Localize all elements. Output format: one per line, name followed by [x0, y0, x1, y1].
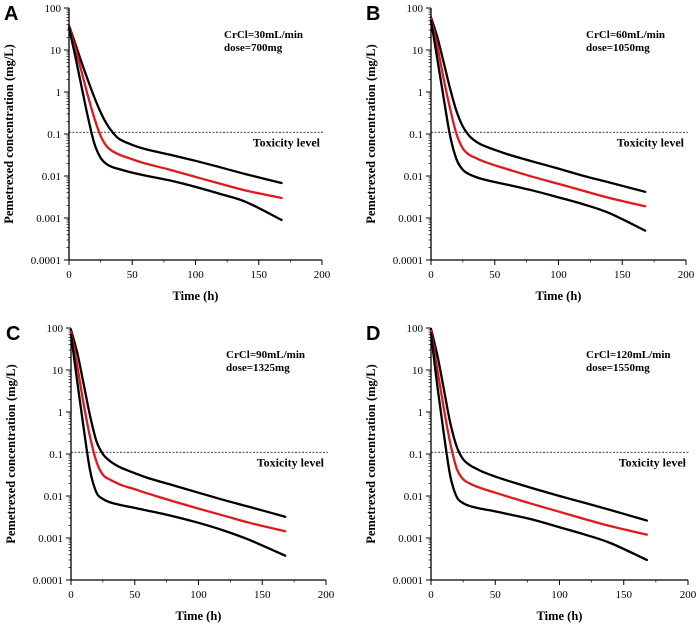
panel-c-y-tick-label: 0.01: [44, 491, 63, 503]
panel-d-y-tick-label: 0.001: [398, 533, 423, 545]
panel-d-x-tick-label: 0: [428, 589, 434, 601]
panel-b-x-axis-label: Time (h): [536, 289, 582, 303]
panel-b-toxicity-label: Toxicity level: [617, 135, 685, 149]
panel-c-y-tick-label: 100: [47, 323, 64, 335]
panel-a-x-tick-label: 0: [66, 269, 72, 281]
panel-c-x-tick-label: 200: [318, 589, 335, 601]
panel-b-letter: B: [366, 3, 380, 25]
panel-d-y-tick-label: 0.0001: [393, 575, 423, 587]
panel-d-series-lower: [429, 332, 649, 562]
panel-d-y-tick-label: 100: [407, 323, 424, 335]
panel-d-x-axis-label: Time (h): [537, 609, 583, 623]
panel-a-y-tick-label: 0.1: [47, 129, 61, 141]
panel-b-y-tick-label: 0.01: [404, 171, 423, 183]
panel-b-series-lower: [429, 19, 647, 232]
panel-d-y-tick-label: 1: [418, 407, 424, 419]
panel-c-x-axis-label: Time (h): [176, 609, 222, 623]
panel-c-x-tick-label: 50: [129, 589, 141, 601]
panel-a-x-tick-label: 150: [251, 269, 268, 281]
panel-b-x-tick-label: 200: [678, 269, 695, 281]
panel-d-series-median: [429, 329, 649, 536]
panel-b-y-tick-label: 0.0001: [393, 255, 423, 267]
panel-b-x-tick-label: 50: [489, 269, 501, 281]
panel-c-series-median: [69, 330, 287, 533]
panel-a-x-axis-label: Time (h): [173, 289, 219, 303]
panel-c-series-lower: [69, 333, 287, 557]
panel-c-y-tick-label: 1: [58, 407, 64, 419]
panel-b-x-tick-label: 0: [428, 269, 434, 281]
panel-d-series-upper: [429, 327, 649, 522]
panel-d-x-tick-label: 150: [616, 589, 633, 601]
panel-d-x-tick-label: 200: [680, 589, 697, 601]
panel-c-annotation-line: dose=1325mg: [226, 362, 290, 374]
panel-a-y-tick-label: 10: [50, 45, 62, 57]
panel-a-y-tick-label: 0.0001: [31, 255, 61, 267]
panel-b-series-upper: [429, 16, 647, 193]
panel-b-y-tick-label: 0.1: [409, 129, 423, 141]
panel-d-y-tick-label: 10: [412, 365, 424, 377]
panel-c-y-tick-label: 0.001: [38, 533, 63, 545]
panel-c-series-upper: [69, 328, 287, 518]
panel-c-letter: C: [6, 323, 20, 345]
panel-a-x-tick-label: 200: [314, 269, 331, 281]
panel-a-annotation-line: dose=700mg: [224, 42, 283, 54]
panel-d-letter: D: [366, 323, 380, 345]
panel-b-y-tick-label: 1: [418, 87, 424, 99]
panel-a-x-tick-label: 50: [127, 269, 139, 281]
panel-d-x-tick-label: 100: [551, 589, 568, 601]
panel-b-y-axis-label: Pemetrexed concentration (mg/L): [364, 44, 378, 224]
panel-d-y-tick-label: 0.1: [409, 449, 423, 461]
panel-b-series-median: [429, 17, 647, 208]
panel-a-x-tick-label: 100: [187, 269, 204, 281]
panel-b-annotation-line: dose=1050mg: [586, 42, 650, 54]
panel-a-y-tick-label: 0.001: [36, 213, 61, 225]
panel-c-y-tick-label: 0.0001: [33, 575, 63, 587]
panel-d-toxicity-label: Toxicity level: [619, 455, 687, 469]
panel-c-toxicity-label: Toxicity level: [257, 455, 325, 469]
panel-c-y-tick-label: 10: [52, 365, 64, 377]
panel-c-y-tick-label: 0.1: [49, 449, 63, 461]
panel-a-y-tick-label: 100: [45, 3, 62, 15]
panel-d-y-axis-label: Pemetrexed concentration (mg/L): [364, 364, 378, 544]
panel-c-annotation-line: CrCl=90mL/min: [226, 349, 305, 361]
panel-c-x-tick-label: 150: [254, 589, 271, 601]
panel-a-annotation-line: CrCl=30mL/min: [224, 29, 303, 41]
panel-a-y-tick-label: 0.01: [42, 171, 61, 183]
panel-a-series-lower: [67, 26, 283, 222]
panel-a-series-upper: [67, 24, 283, 185]
panel-c-x-tick-label: 0: [68, 589, 74, 601]
panel-b-y-tick-label: 10: [412, 45, 424, 57]
panel-a-series-median: [67, 25, 283, 200]
panel-b-x-tick-label: 100: [550, 269, 567, 281]
panel-d-y-tick-label: 0.01: [404, 491, 423, 503]
panel-b-y-tick-label: 100: [407, 3, 424, 15]
panel-a-toxicity-label: Toxicity level: [253, 135, 321, 149]
panel-c-y-axis-label: Pemetrexed concentration (mg/L): [4, 364, 18, 544]
panel-b-y-tick-label: 0.001: [398, 213, 423, 225]
panel-d-x-tick-label: 50: [490, 589, 502, 601]
panel-b-x-tick-label: 150: [614, 269, 631, 281]
panel-a-y-axis-label: Pemetrexed concentration (mg/L): [2, 44, 16, 224]
panel-a-letter: A: [4, 3, 18, 25]
panel-b-annotation-line: CrCl=60mL/min: [586, 29, 665, 41]
panel-c-x-tick-label: 100: [190, 589, 207, 601]
panel-d-annotation-line: dose=1550mg: [586, 362, 650, 374]
panel-a-y-tick-label: 1: [56, 87, 62, 99]
panel-d-annotation-line: CrCl=120mL/min: [586, 349, 671, 361]
